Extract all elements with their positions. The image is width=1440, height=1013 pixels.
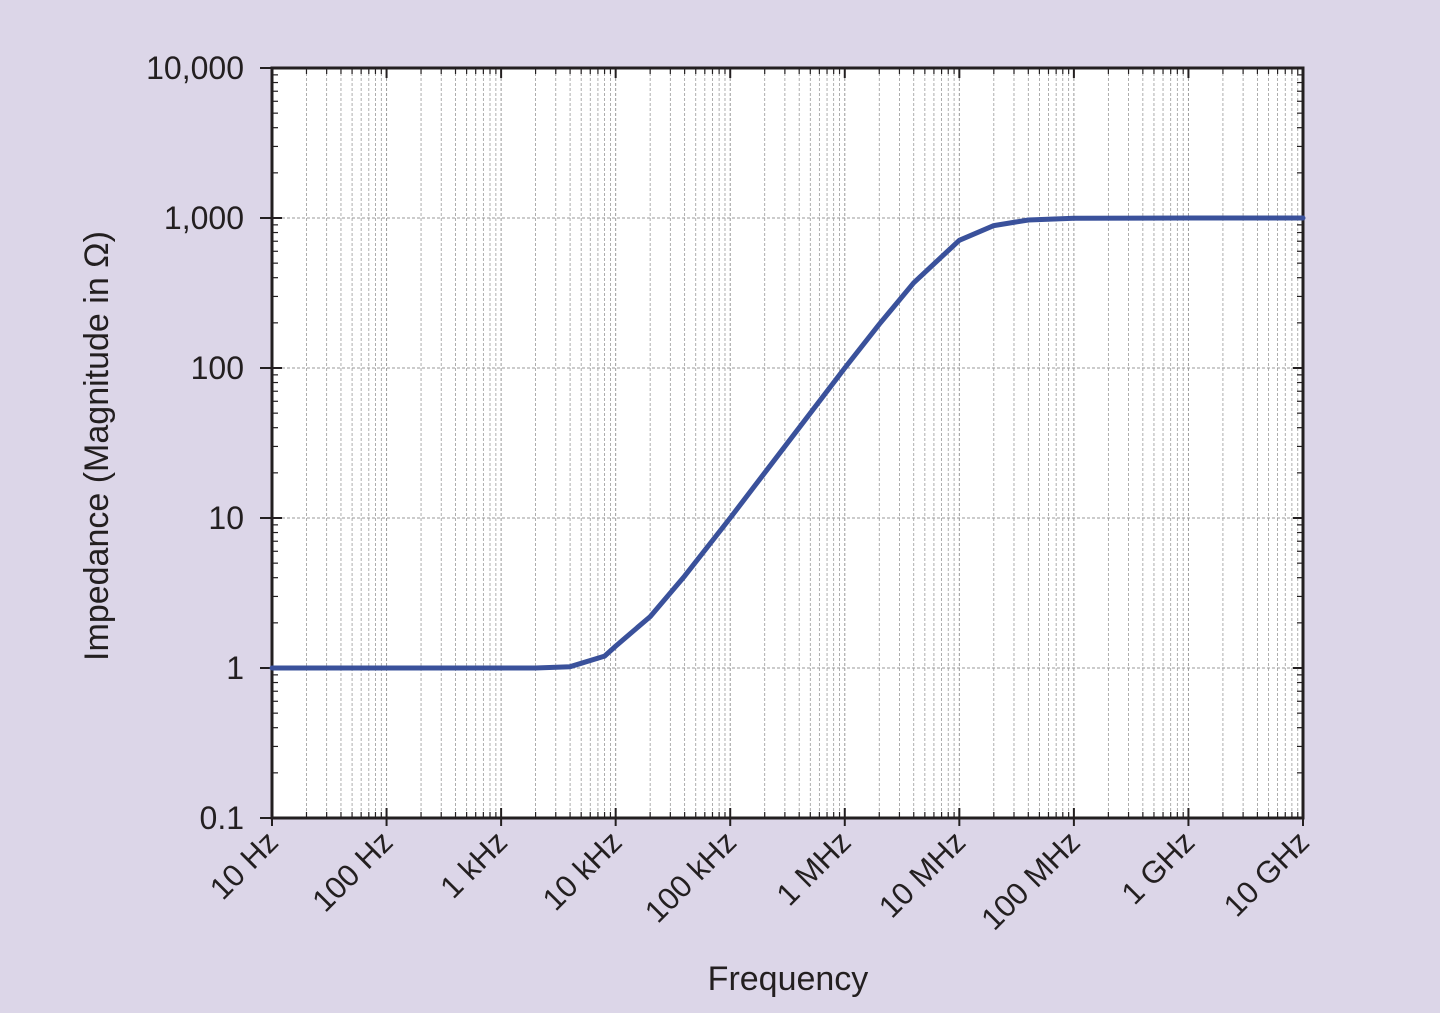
grid-lines — [272, 68, 1303, 818]
x-tick-label: 10 GHz — [1217, 824, 1316, 923]
x-tick-label: 10 kHz — [536, 824, 629, 917]
plot-frame — [270, 66, 1305, 820]
series-line-impedance — [269, 215, 1306, 671]
y-tick-label: 0.1 — [200, 800, 244, 836]
x-tick-label: 10 Hz — [203, 824, 285, 906]
series-layer — [269, 215, 1306, 671]
y-tick-label: 1 — [226, 650, 244, 686]
x-axis-label: Frequency — [708, 960, 869, 998]
x-tick-label: 100 kHz — [638, 824, 743, 929]
x-tick-label: 1 GHz — [1115, 824, 1202, 911]
x-tick-labels: 10 Hz 100 Hz 1 kHz 10 kHz 100 kHz 1 MHz 10 MHz… — [203, 824, 1316, 936]
y-axis-label: Impedance (Magnitude in Ω) — [78, 231, 116, 661]
y-tick-label: 10,000 — [146, 50, 244, 86]
x-tick-label: 1 kHz — [433, 824, 514, 905]
y-tick-labels: 0.1 1 10 100 1,000 10,000 — [146, 50, 244, 836]
y-tick-label: 100 — [191, 350, 244, 386]
x-tick-label: 100 Hz — [305, 824, 399, 918]
x-tick-label: 1 MHz — [770, 824, 858, 912]
y-tick-label: 1,000 — [164, 200, 244, 236]
y-tick-label: 10 — [208, 500, 244, 536]
x-tick-label: 10 MHz — [872, 824, 972, 924]
x-tick-label: 100 MHz — [974, 824, 1086, 936]
